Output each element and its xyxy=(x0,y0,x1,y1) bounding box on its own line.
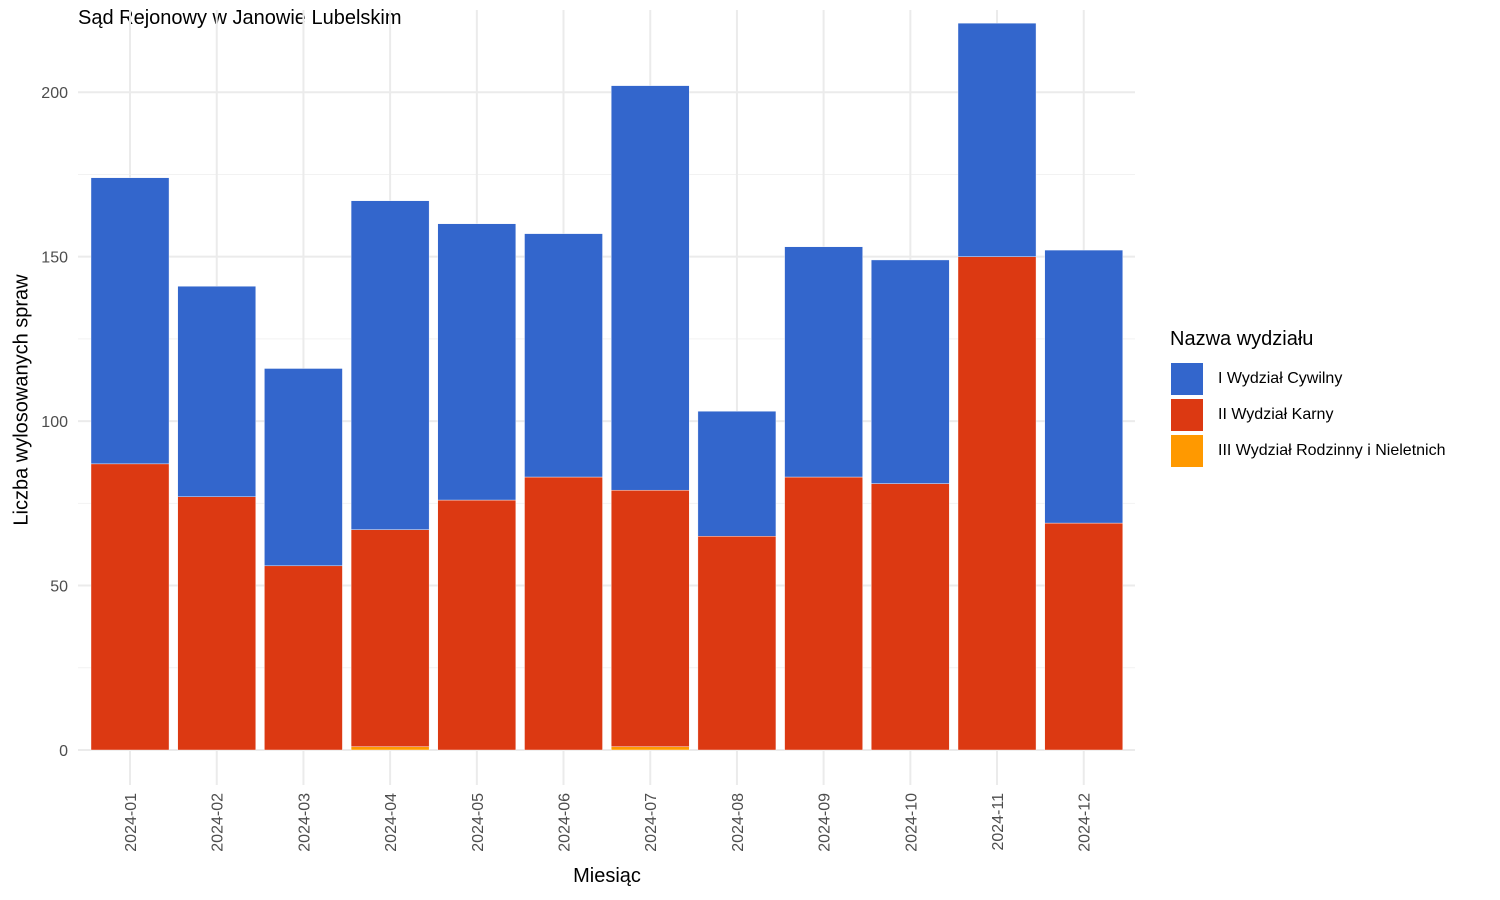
legend-items: I Wydział Cywilny II Wydział Karny III Wyd… xyxy=(1170,361,1446,469)
bar-segment xyxy=(350,529,430,747)
x-tick-label: 2024-05 xyxy=(470,793,487,852)
bar-segment xyxy=(264,565,343,751)
x-tick-label: 2024-02 xyxy=(210,793,227,852)
legend-title: Nazwa wydziału xyxy=(1170,328,1314,350)
bar-segment xyxy=(784,476,863,751)
bar-segment xyxy=(90,463,170,751)
bar-segment xyxy=(611,489,690,747)
x-tick-label: 2024-04 xyxy=(383,793,400,852)
y-tick-label: 50 xyxy=(50,579,68,596)
y-tick-label: 150 xyxy=(41,250,68,267)
x-tick-label: 2024-06 xyxy=(557,793,574,852)
x-tick-label: 2024-01 xyxy=(123,793,140,852)
bar-segment xyxy=(871,259,950,484)
bar-segment xyxy=(611,85,690,491)
bars-layer xyxy=(90,22,1123,751)
y-axis-label: Liczba wylosowanych spraw xyxy=(10,274,33,526)
y-tick-label: 200 xyxy=(41,85,68,102)
legend-label: III Wydział Rodzinny i Nieletnich xyxy=(1218,442,1446,459)
axis-layer: 0 50 100 150 200 2024-01 2024-02 2024-03 2024-04… xyxy=(41,85,1093,851)
bar-segment xyxy=(524,233,603,478)
bar-segment xyxy=(350,746,430,751)
bar-segment xyxy=(871,483,950,751)
x-tick-label: 2024-12 xyxy=(1077,793,1094,852)
y-tick-label: 100 xyxy=(41,414,68,431)
legend-label: I Wydział Cywilny xyxy=(1218,370,1343,387)
legend-item: II Wydział Karny xyxy=(1170,397,1446,433)
bar-segment xyxy=(177,286,256,497)
bar-segment xyxy=(437,223,517,501)
x-axis-label: Miesiąc xyxy=(573,865,641,887)
bar-segment xyxy=(957,22,1037,257)
legend-color-key xyxy=(1170,434,1204,468)
legend-item: III Wydział Rodzinny i Nieletnich xyxy=(1170,433,1446,469)
bar-segment xyxy=(697,536,777,751)
legend-color-key xyxy=(1170,362,1204,396)
x-tick-label: 2024-08 xyxy=(730,793,747,852)
legend-color-key xyxy=(1170,398,1204,432)
x-tick-label: 2024-03 xyxy=(296,793,313,852)
chart-title: Sąd Rejonowy w Janowie Lubelskim xyxy=(78,7,402,29)
y-tick-label: 0 xyxy=(59,743,68,760)
bar-segment xyxy=(524,476,603,751)
bar-segment xyxy=(957,256,1037,751)
legend-item: I Wydział Cywilny xyxy=(1170,361,1446,397)
bar-segment xyxy=(264,368,343,567)
bar-segment xyxy=(437,499,517,751)
legend-label: II Wydział Karny xyxy=(1218,406,1334,423)
bar-segment xyxy=(1044,522,1123,751)
legend: Nazwa wydziału I Wydział Cywilny II Wydzi… xyxy=(1170,328,1446,469)
bar-segment xyxy=(1044,249,1123,524)
bar-segment xyxy=(697,411,777,537)
x-tick-label: 2024-10 xyxy=(903,793,920,852)
x-tick-label: 2024-11 xyxy=(990,793,1007,851)
x-tick-label: 2024-09 xyxy=(817,793,834,852)
x-tick-label: 2024-07 xyxy=(643,793,660,852)
bar-segment xyxy=(350,200,430,530)
bar-segment xyxy=(611,746,690,751)
bar-segment xyxy=(784,246,863,478)
bar-segment xyxy=(177,496,256,751)
bar-segment xyxy=(90,177,170,465)
